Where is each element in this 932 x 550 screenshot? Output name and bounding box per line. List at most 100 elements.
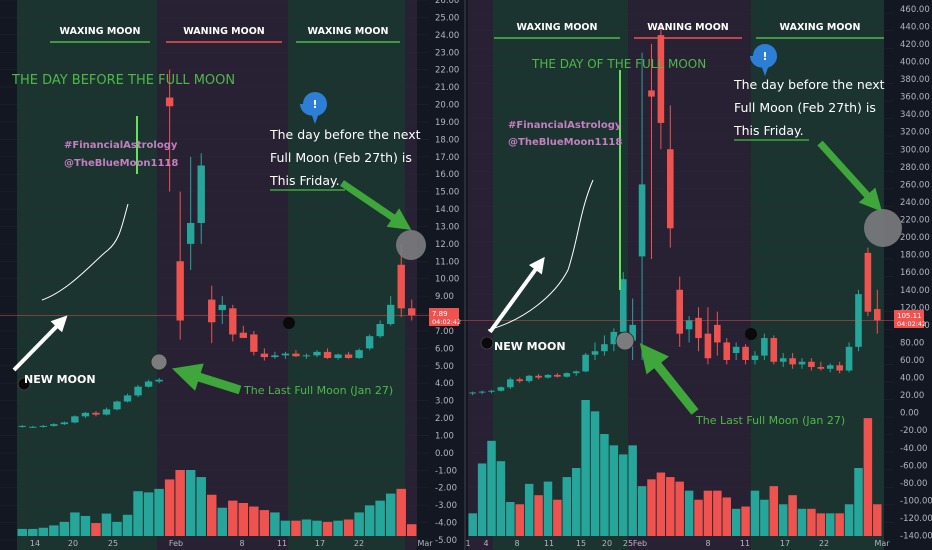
y-tick-label: 180.00 — [900, 251, 930, 261]
candle-body — [113, 401, 121, 410]
candle-body — [155, 379, 163, 382]
candle-body — [123, 395, 132, 402]
volume-bar — [844, 504, 854, 536]
candle-body — [208, 299, 216, 323]
volume-bar — [506, 502, 515, 536]
y-tick-label: 420.00 — [900, 40, 930, 50]
y-tick-label: 7.00 — [435, 327, 454, 337]
note-line: This Friday. — [269, 173, 340, 188]
y-tick-label: 4.00 — [435, 379, 454, 389]
candle-body — [488, 390, 495, 392]
x-tick-label: 20 — [602, 539, 612, 548]
trend-swirl — [41, 203, 129, 301]
volume-bar — [270, 512, 280, 536]
left-volume-bars — [17, 470, 417, 536]
y-tick-label: 160.00 — [900, 268, 930, 278]
candle-body — [761, 338, 768, 356]
volume-bar — [760, 499, 769, 536]
candle-body — [742, 346, 749, 360]
y-tick-label: 3.00 — [435, 397, 454, 407]
candle-body — [789, 358, 796, 365]
volume-bar — [675, 481, 684, 536]
candle-body — [323, 351, 332, 358]
candle-body — [92, 412, 100, 415]
new-moon-dot — [17, 377, 31, 391]
volume-bar — [301, 519, 312, 536]
right-x-axis: 1 4 8 11 15 20 25 Feb 8 11 17 22 Mar — [465, 539, 890, 548]
y-tick-label: 60.00 — [900, 356, 924, 366]
y-tick-label: 24.00 — [435, 31, 459, 41]
y-tick-label: 380.00 — [900, 75, 930, 85]
green-arrow — [639, 343, 699, 415]
right-gridlines — [468, 12, 894, 541]
candle-body — [563, 373, 571, 377]
candle-body — [81, 412, 90, 417]
candle-body — [355, 350, 363, 358]
candle-body — [18, 425, 26, 427]
volume-bar — [487, 440, 496, 536]
volume-bar — [133, 491, 143, 536]
volume-bar — [600, 434, 609, 536]
x-tick-label: Feb — [633, 539, 647, 548]
phase-label: WAXING MOON — [60, 26, 141, 37]
x-tick-label: 17 — [315, 539, 325, 548]
white-arrow — [488, 256, 545, 334]
left-phase-backgrounds — [17, 0, 417, 550]
x-tick-label: 8 — [514, 539, 519, 548]
volume-bar — [477, 463, 487, 536]
y-tick-label: 460.00 — [900, 5, 930, 15]
left-candles — [0, 69, 429, 428]
candle-body — [218, 304, 226, 311]
candle-body — [676, 289, 683, 334]
candle-body — [629, 324, 636, 341]
y-tick-label: 20.00 — [900, 391, 924, 401]
hashtag: #FinancialAstrology — [508, 120, 622, 131]
volume-bar — [396, 488, 406, 536]
y-tick-label: 11.00 — [435, 257, 459, 267]
candle-body — [102, 409, 111, 415]
volume-bar — [196, 477, 206, 536]
y-tick-label: 2.00 — [435, 414, 454, 424]
x-tick-label: 17 — [780, 539, 790, 548]
phase-label: WAXING MOON — [780, 22, 861, 33]
volume-bar — [238, 503, 249, 536]
new-moon-label: NEW MOON — [494, 340, 566, 353]
volume-bar — [835, 513, 844, 536]
x-tick-label: 8 — [705, 539, 710, 548]
white-arrow — [12, 315, 68, 372]
volume-bar — [797, 508, 807, 536]
y-tick-label: 120.00 — [900, 303, 930, 313]
candle-body — [165, 97, 174, 107]
candle-body — [732, 346, 740, 353]
phase-band — [628, 0, 751, 550]
candle-body — [187, 222, 195, 244]
volume-bar — [647, 479, 656, 536]
right-candles — [451, 26, 894, 396]
volume-bar — [619, 454, 628, 536]
volume-bar — [91, 523, 101, 536]
new-moon-label: NEW MOON — [24, 373, 96, 386]
volume-bar — [562, 477, 572, 536]
y-tick-label: 1.00 — [435, 431, 454, 441]
note-line: Full Moon (Feb 27th) is — [270, 150, 412, 165]
volume-bar — [515, 504, 524, 536]
left-y-axis: 26.00 25.00 24.00 23.00 22.00 21.00 20.00 19.00… — [429, 0, 461, 546]
volume-bar — [154, 488, 164, 536]
candle-body — [685, 320, 693, 330]
next-full-moon-dot — [396, 230, 426, 260]
x-tick-label: 15 — [576, 539, 586, 548]
x-tick-label: 11 — [544, 539, 554, 548]
candle-body — [601, 344, 608, 352]
note-line: The day before the next — [733, 77, 885, 92]
y-tick-label: 5.00 — [435, 362, 454, 372]
y-tick-label: 360.00 — [900, 93, 930, 103]
volume-bar — [807, 508, 816, 536]
candle-body — [39, 425, 47, 427]
candle-body — [469, 392, 476, 394]
y-tick-label: 10.00 — [435, 275, 459, 285]
y-tick-label: -4.00 — [435, 519, 457, 529]
candle-body — [334, 354, 342, 358]
volume-bar — [207, 494, 217, 536]
volume-bar — [543, 481, 553, 536]
volume-bar — [70, 512, 80, 536]
